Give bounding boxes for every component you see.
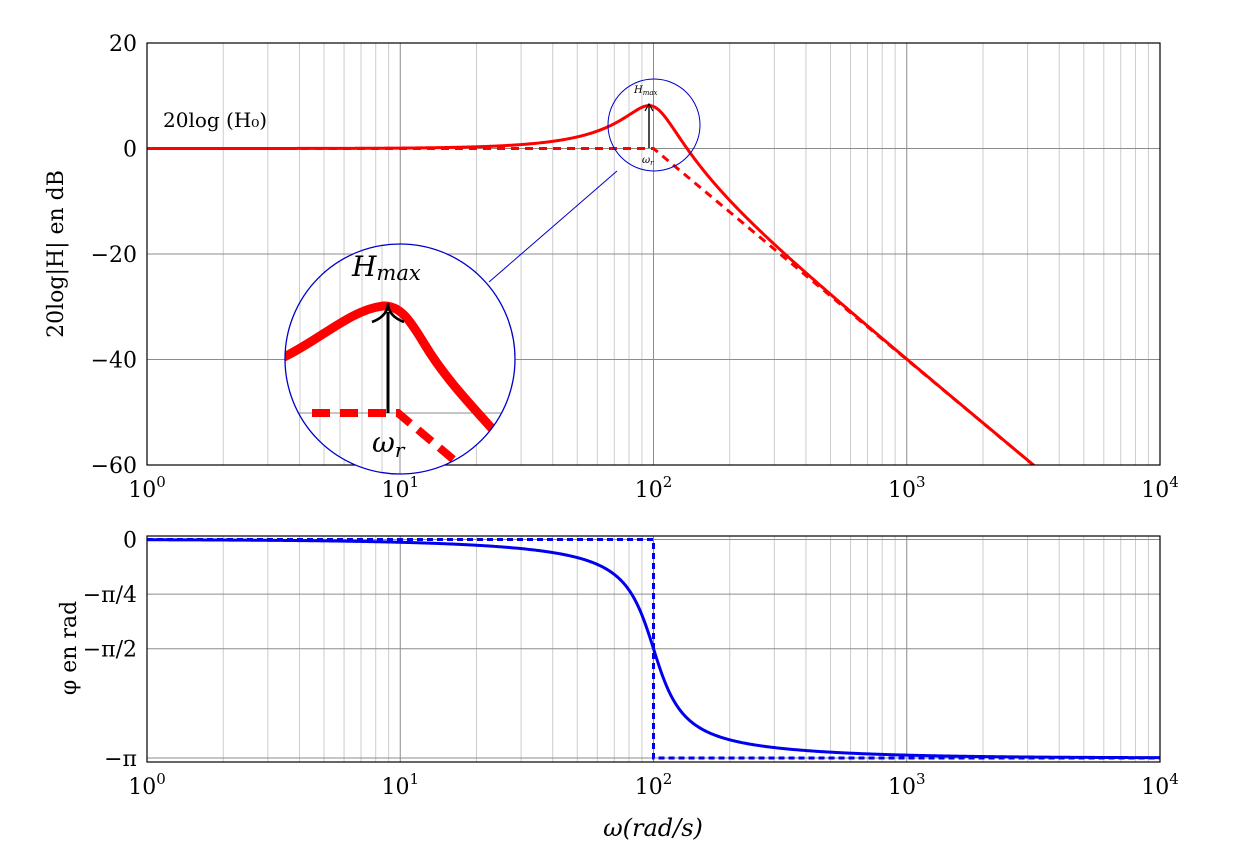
y-tick-label: −60: [91, 454, 137, 479]
x-tick-label: 103: [888, 770, 926, 800]
y-tick-label: 20: [109, 32, 137, 57]
inset-peak-label-sub: max: [376, 261, 420, 285]
magnitude-y-axis-label: 20log|H| en dB: [44, 170, 69, 338]
magnitude-y-ticks: 20 0 −20 −40 −60: [91, 32, 137, 479]
y-tick-label: −π: [104, 747, 137, 772]
inset-resonance-label-sub: r: [395, 438, 406, 462]
magnitude-panel: 20 0 −20 −40 −60 100 101 102 103 104 20log|H| en…: [44, 32, 1179, 503]
magnitude-curves: [147, 104, 1036, 465]
y-tick-label: 0: [123, 528, 137, 553]
x-tick-label: 100: [128, 770, 166, 800]
phase-y-axis-label: φ en rad: [57, 601, 82, 695]
resonance-small-label: ωr: [642, 155, 654, 167]
x-tick-label: 101: [381, 473, 419, 503]
y-tick-label: −40: [91, 349, 137, 374]
x-tick-label: 102: [635, 770, 673, 800]
phase-asymptote-line: [147, 537, 1160, 760]
peak-small-label-sub: max: [643, 89, 658, 97]
peak-small-label-main: H: [633, 85, 643, 96]
x-tick-label: 102: [635, 473, 673, 503]
phase-x-axis-label: ω(rad/s): [603, 814, 703, 842]
resonance-small-label-main: ω: [642, 155, 650, 166]
inset-peak-label: Hmax: [351, 250, 421, 285]
magnitude-x-ticks: 100 101 102 103 104: [128, 473, 1179, 503]
peak-arrow-head: [644, 102, 654, 112]
y-tick-label: −20: [91, 243, 137, 268]
inset-magnitude-curve: [285, 301, 499, 435]
inset-connector-line: [488, 170, 618, 283]
x-tick-label: 104: [1141, 473, 1179, 503]
x-tick-label: 104: [1141, 770, 1179, 800]
resonance-small-label-sub: r: [650, 159, 654, 167]
inset-peak-label-main: H: [351, 250, 377, 283]
peak-annotation: Hmax ωr: [607, 78, 701, 172]
inset-peak-arrow-head: [371, 302, 405, 324]
magnified-inset: Hmax ωr: [284, 243, 516, 475]
y-tick-label: 0: [123, 138, 137, 163]
inset-asymptote: [312, 409, 463, 469]
phase-frame: [146, 535, 1161, 763]
y-tick-label: −π/4: [83, 583, 137, 608]
inset-resonance-label: ωr: [372, 426, 406, 462]
x-tick-label: 101: [381, 770, 419, 800]
phase-y-ticks: 0 −π/4 −π/2 −π: [83, 528, 137, 771]
peak-small-label: Hmax: [633, 85, 658, 97]
low-freq-gain-label: 20log (H₀): [163, 108, 267, 132]
y-tick-label: −π/2: [83, 638, 137, 663]
inset-resonance-label-main: ω: [372, 426, 395, 459]
peak-highlight-circle: [607, 78, 701, 172]
inset-circle: [284, 243, 516, 475]
x-tick-label: 103: [888, 473, 926, 503]
phase-panel: 0 −π/4 −π/2 −π 100 101 102 103 104 φ en rad ω(r…: [57, 528, 1179, 842]
magnitude-frame: [146, 42, 1161, 466]
phase-curves: [147, 537, 1160, 760]
magnitude-asymptote-line: [147, 147, 1035, 465]
x-tick-label: 100: [128, 473, 166, 503]
phase-x-ticks: 100 101 102 103 104: [128, 770, 1179, 800]
